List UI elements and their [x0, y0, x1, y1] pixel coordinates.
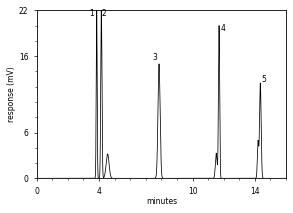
Text: 4: 4	[221, 24, 225, 33]
Y-axis label: response (mV): response (mV)	[7, 66, 16, 122]
Text: 1: 1	[90, 9, 94, 18]
Text: 2: 2	[101, 9, 106, 18]
Text: 5: 5	[262, 75, 267, 85]
Text: 3: 3	[153, 53, 158, 62]
X-axis label: minutes: minutes	[146, 197, 177, 206]
